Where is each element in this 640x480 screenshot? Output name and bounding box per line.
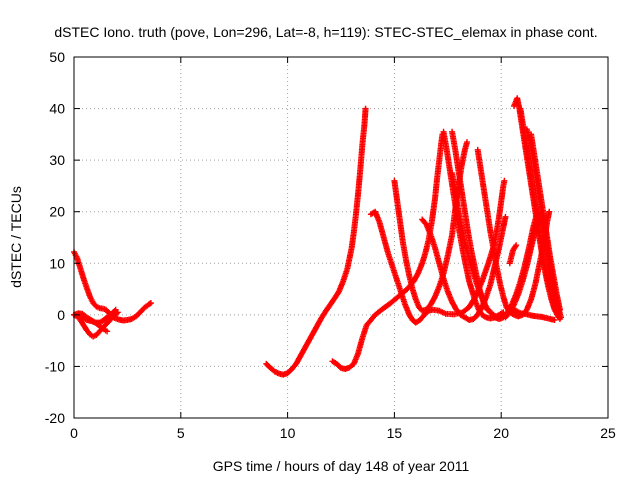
- data-series: [263, 105, 369, 378]
- data-point: [146, 300, 153, 307]
- data-series: [506, 242, 520, 267]
- data-point: [558, 314, 565, 321]
- grid: [74, 57, 608, 418]
- y-tick-label: 40: [49, 101, 65, 117]
- data-point: [546, 208, 553, 215]
- data-point: [513, 242, 520, 249]
- data-point: [501, 177, 508, 184]
- plot-frame: [73, 56, 609, 419]
- data-point: [112, 306, 119, 313]
- data-point: [539, 217, 546, 224]
- x-tick-label: 0: [70, 425, 78, 441]
- axis-ticks: [73, 56, 609, 419]
- y-tick-label: -20: [45, 410, 65, 426]
- data-point: [464, 139, 471, 146]
- x-tick-label: 25: [600, 425, 616, 441]
- data-markers: [71, 95, 565, 378]
- x-tick-label: 20: [493, 425, 509, 441]
- data-point: [502, 213, 509, 220]
- data-point: [555, 309, 562, 316]
- data-series: [502, 213, 562, 321]
- y-tick-label: 0: [57, 307, 65, 323]
- y-tick-label: 30: [49, 152, 65, 168]
- x-tick-label: 10: [280, 425, 296, 441]
- x-axis-label: GPS time / hours of day 148 of year 2011: [213, 458, 470, 474]
- y-axis-label: dSTEC / TECUs: [8, 186, 24, 288]
- data-point: [551, 317, 558, 324]
- x-tick-labels: 0 5 10 15 20 25: [70, 425, 616, 441]
- y-tick-label: 50: [49, 49, 65, 65]
- chart-title: dSTEC Iono. truth (pove, Lon=296, Lat=-8…: [54, 24, 597, 40]
- data-point: [512, 243, 519, 250]
- data-point: [147, 299, 154, 306]
- data-point: [104, 328, 111, 335]
- y-tick-label: 10: [49, 255, 65, 271]
- y-tick-label: 20: [49, 204, 65, 220]
- y-tick-label: -10: [45, 358, 65, 374]
- x-tick-label: 5: [177, 425, 185, 441]
- data-point: [362, 105, 369, 112]
- x-tick-label: 15: [387, 425, 403, 441]
- y-tick-labels: -20 -10 0 10 20 30 40 50: [45, 49, 65, 426]
- data-point: [111, 307, 118, 314]
